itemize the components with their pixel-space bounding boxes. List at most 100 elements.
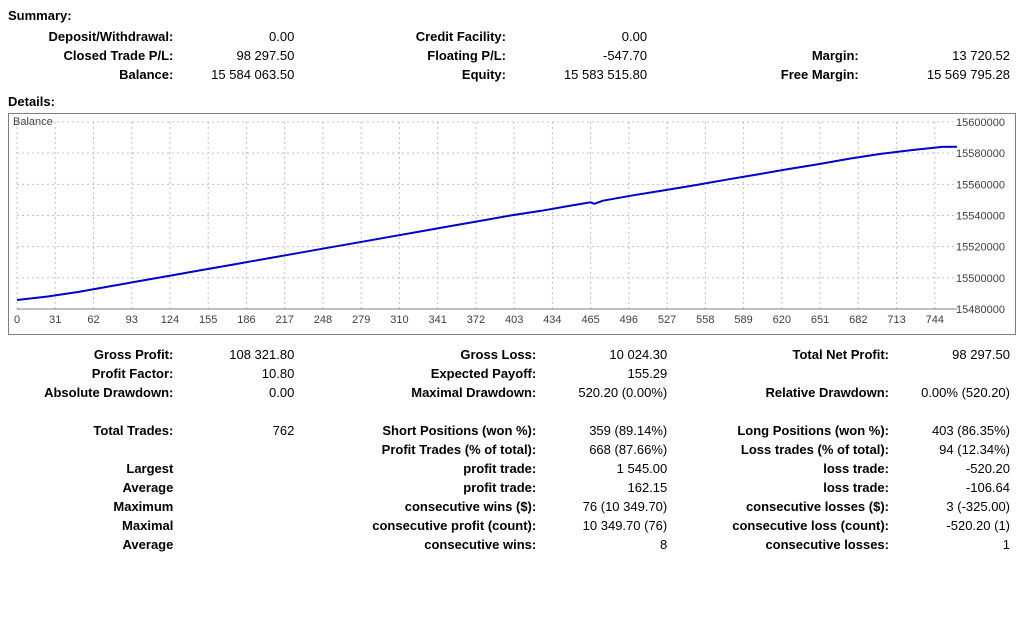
stat-label: Gross Profit: <box>8 345 179 364</box>
stat-label <box>693 364 895 383</box>
chart-label: Balance <box>13 116 53 128</box>
svg-text:372: 372 <box>467 314 485 326</box>
stat-value: 0.00% (520.20) <box>895 383 1016 402</box>
svg-text:0: 0 <box>14 314 20 326</box>
stat-label: Equity: <box>341 65 512 84</box>
svg-text:31: 31 <box>49 314 61 326</box>
stat-label: consecutive profit (count): <box>320 516 542 535</box>
svg-text:93: 93 <box>126 314 138 326</box>
stat-label: loss trade: <box>693 459 895 478</box>
svg-text:124: 124 <box>161 314 179 326</box>
stat-value: 3 (-325.00) <box>895 497 1016 516</box>
balance-chart: Balance 15480000155000001552000015540000… <box>8 113 1016 335</box>
svg-text:651: 651 <box>811 314 829 326</box>
svg-text:15500000: 15500000 <box>956 273 1005 285</box>
svg-text:15520000: 15520000 <box>956 242 1005 254</box>
svg-text:217: 217 <box>276 314 294 326</box>
svg-text:496: 496 <box>620 314 638 326</box>
stat-value <box>179 440 300 459</box>
svg-text:15600000: 15600000 <box>956 117 1005 129</box>
stat-value: 155.29 <box>542 364 673 383</box>
stat-label: Total Net Profit: <box>693 345 895 364</box>
stat-label: Maximal <box>8 516 179 535</box>
stat-value: 762 <box>179 421 300 440</box>
stat-value: 10.80 <box>179 364 300 383</box>
svg-text:310: 310 <box>390 314 408 326</box>
svg-text:15580000: 15580000 <box>956 148 1005 160</box>
stat-label <box>8 440 179 459</box>
stat-label: loss trade: <box>693 478 895 497</box>
stat-value: 15 584 063.50 <box>179 65 300 84</box>
svg-text:527: 527 <box>658 314 676 326</box>
stat-label: consecutive wins ($): <box>320 497 542 516</box>
svg-text:155: 155 <box>199 314 217 326</box>
svg-text:15560000: 15560000 <box>956 179 1005 191</box>
stat-value: 13 720.52 <box>865 46 1016 65</box>
stat-value: 0.00 <box>179 383 300 402</box>
stat-value <box>179 535 300 554</box>
stat-value <box>179 497 300 516</box>
summary-title: Summary: <box>8 8 1016 23</box>
stat-label: Maximal Drawdown: <box>320 383 542 402</box>
svg-text:279: 279 <box>352 314 370 326</box>
stat-label: Average <box>8 535 179 554</box>
stat-value <box>895 364 1016 383</box>
stat-label: consecutive losses ($): <box>693 497 895 516</box>
stat-value <box>179 478 300 497</box>
stat-value <box>179 459 300 478</box>
stat-value: -520.20 (1) <box>895 516 1016 535</box>
svg-text:15540000: 15540000 <box>956 211 1005 223</box>
stat-label: profit trade: <box>320 478 542 497</box>
svg-text:248: 248 <box>314 314 332 326</box>
stat-label: Absolute Drawdown: <box>8 383 179 402</box>
stat-label: Expected Payoff: <box>320 364 542 383</box>
stat-value <box>542 402 673 421</box>
stat-label: Profit Factor: <box>8 364 179 383</box>
stat-value: 98 297.50 <box>179 46 300 65</box>
stat-value <box>865 27 1016 46</box>
stat-label: profit trade: <box>320 459 542 478</box>
details-title: Details: <box>8 94 1016 109</box>
stat-value <box>895 402 1016 421</box>
stat-value: 0.00 <box>179 27 300 46</box>
stat-label: Total Trades: <box>8 421 179 440</box>
stat-label: Relative Drawdown: <box>693 383 895 402</box>
svg-text:558: 558 <box>696 314 714 326</box>
svg-text:62: 62 <box>87 314 99 326</box>
stat-label: Short Positions (won %): <box>320 421 542 440</box>
stats-table: Gross Profit:108 321.80 Gross Loss:10 02… <box>8 345 1016 554</box>
stat-value: 403 (86.35%) <box>895 421 1016 440</box>
summary-table: Deposit/Withdrawal:0.00 Credit Facility:… <box>8 27 1016 84</box>
balance-chart-svg: 1548000015500000155200001554000015560000… <box>9 114 1009 334</box>
stat-value: 98 297.50 <box>895 345 1016 364</box>
stat-label: consecutive loss (count): <box>693 516 895 535</box>
stat-value: 8 <box>542 535 673 554</box>
stat-label: Free Margin: <box>693 65 864 84</box>
stat-label: consecutive losses: <box>693 535 895 554</box>
stat-value: 1 <box>895 535 1016 554</box>
stat-label: Largest <box>8 459 179 478</box>
stat-value: 15 583 515.80 <box>512 65 653 84</box>
svg-text:341: 341 <box>428 314 446 326</box>
stat-label: Average <box>8 478 179 497</box>
stat-label: Loss trades (% of total): <box>693 440 895 459</box>
stat-label <box>8 402 179 421</box>
stat-value: 76 (10 349.70) <box>542 497 673 516</box>
stat-value: 108 321.80 <box>179 345 300 364</box>
summary-section: Summary: Deposit/Withdrawal:0.00 Credit … <box>8 8 1016 84</box>
svg-text:620: 620 <box>773 314 791 326</box>
svg-text:744: 744 <box>926 314 944 326</box>
stat-value: 15 569 795.28 <box>865 65 1016 84</box>
stat-label: Credit Facility: <box>341 27 512 46</box>
stat-value <box>179 402 300 421</box>
stat-value: 94 (12.34%) <box>895 440 1016 459</box>
stat-label: Deposit/Withdrawal: <box>8 27 179 46</box>
svg-text:682: 682 <box>849 314 867 326</box>
stat-value: -547.70 <box>512 46 653 65</box>
stat-value: -520.20 <box>895 459 1016 478</box>
svg-text:403: 403 <box>505 314 523 326</box>
svg-text:589: 589 <box>734 314 752 326</box>
stat-label: Closed Trade P/L: <box>8 46 179 65</box>
stat-label: Margin: <box>693 46 864 65</box>
stat-label: Profit Trades (% of total): <box>320 440 542 459</box>
